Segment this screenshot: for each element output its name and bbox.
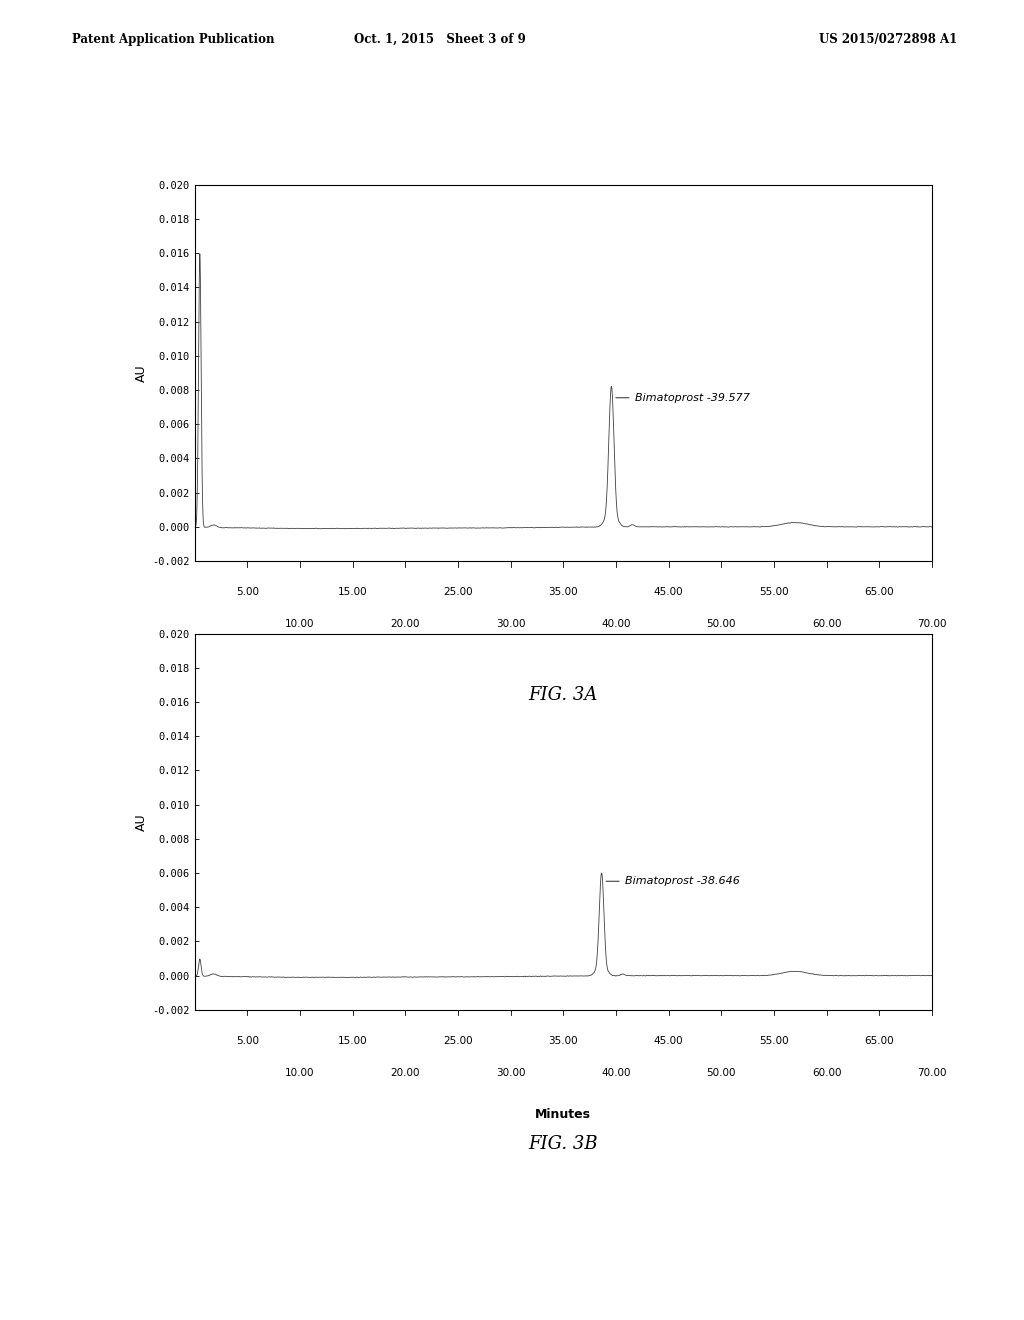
- Text: 55.00: 55.00: [759, 1036, 788, 1047]
- Text: 15.00: 15.00: [338, 587, 368, 598]
- Text: 15.00: 15.00: [338, 1036, 368, 1047]
- Text: 65.00: 65.00: [864, 587, 894, 598]
- Text: 30.00: 30.00: [496, 619, 525, 630]
- Text: 40.00: 40.00: [601, 1068, 631, 1078]
- Text: 20.00: 20.00: [390, 1068, 420, 1078]
- Text: Bimatoprost -39.577: Bimatoprost -39.577: [615, 393, 750, 403]
- Text: 40.00: 40.00: [601, 619, 631, 630]
- Text: 70.00: 70.00: [918, 1068, 946, 1078]
- Text: 50.00: 50.00: [707, 619, 736, 630]
- Text: Minutes: Minutes: [536, 1107, 591, 1121]
- Text: FIG. 3B: FIG. 3B: [528, 1135, 598, 1154]
- Text: 60.00: 60.00: [812, 1068, 842, 1078]
- Text: 20.00: 20.00: [390, 619, 420, 630]
- Text: 10.00: 10.00: [285, 1068, 314, 1078]
- Text: Oct. 1, 2015   Sheet 3 of 9: Oct. 1, 2015 Sheet 3 of 9: [354, 33, 526, 46]
- Text: 25.00: 25.00: [443, 1036, 473, 1047]
- Text: 10.00: 10.00: [285, 619, 314, 630]
- Text: 60.00: 60.00: [812, 619, 842, 630]
- Text: 70.00: 70.00: [918, 619, 946, 630]
- Text: 45.00: 45.00: [653, 587, 683, 598]
- Text: 35.00: 35.00: [549, 1036, 578, 1047]
- Text: 25.00: 25.00: [443, 587, 473, 598]
- Y-axis label: AU: AU: [135, 813, 148, 830]
- Text: Patent Application Publication: Patent Application Publication: [72, 33, 274, 46]
- Text: 35.00: 35.00: [549, 587, 578, 598]
- Text: 50.00: 50.00: [707, 1068, 736, 1078]
- Text: 45.00: 45.00: [653, 1036, 683, 1047]
- Text: Minutes: Minutes: [536, 659, 591, 672]
- Y-axis label: AU: AU: [135, 364, 148, 381]
- Text: US 2015/0272898 A1: US 2015/0272898 A1: [819, 33, 957, 46]
- Text: 30.00: 30.00: [496, 1068, 525, 1078]
- Text: 65.00: 65.00: [864, 1036, 894, 1047]
- Text: FIG. 3A: FIG. 3A: [528, 686, 598, 705]
- Text: 5.00: 5.00: [236, 1036, 259, 1047]
- Text: 5.00: 5.00: [236, 587, 259, 598]
- Text: Bimatoprost -38.646: Bimatoprost -38.646: [606, 876, 739, 886]
- Text: 55.00: 55.00: [759, 587, 788, 598]
